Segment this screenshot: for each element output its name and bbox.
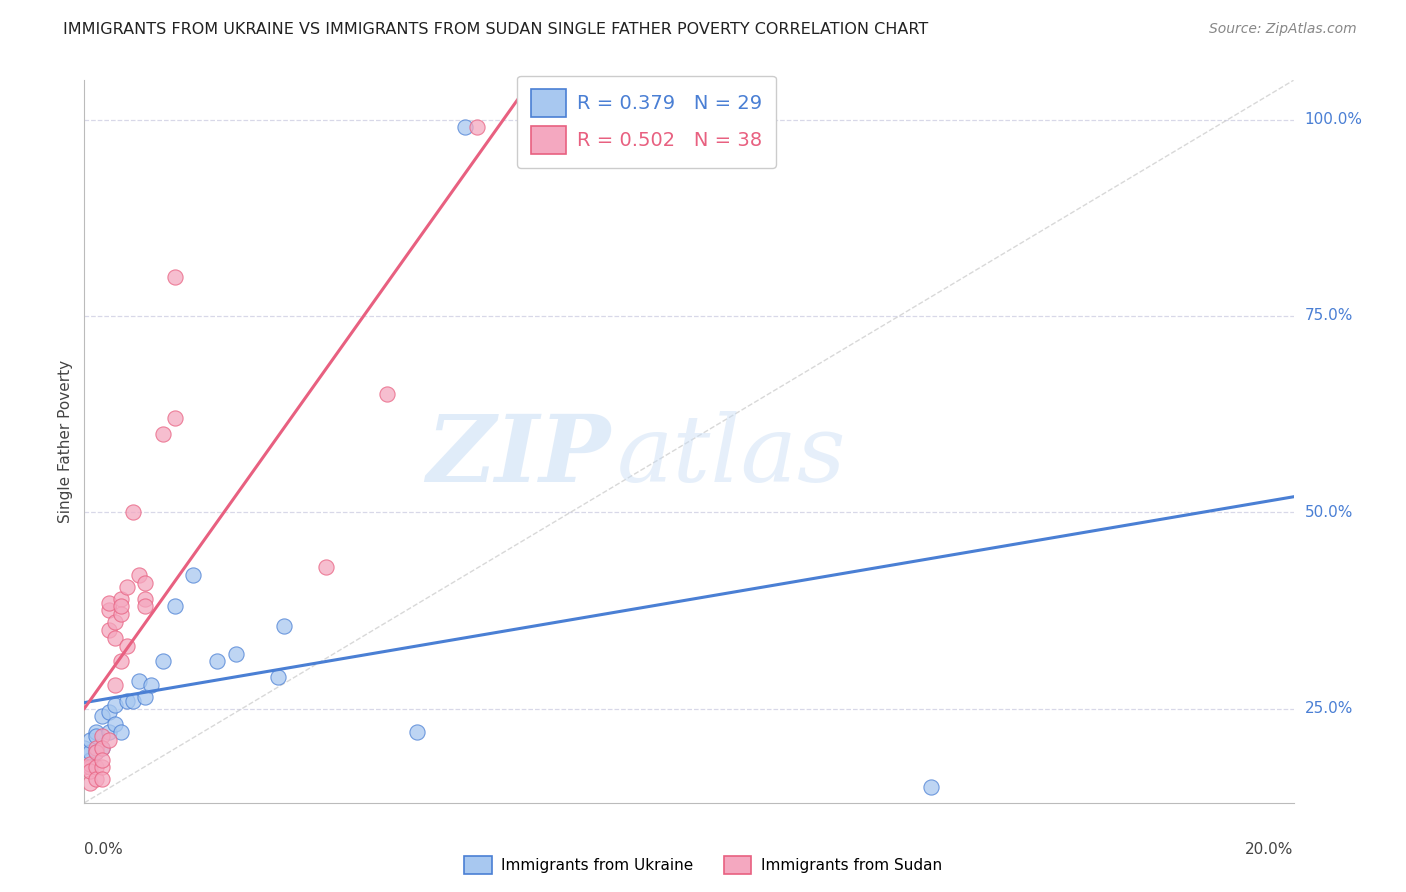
- Y-axis label: Single Father Poverty: Single Father Poverty: [58, 360, 73, 523]
- Point: [128, 674, 150, 689]
- Point: [91, 753, 114, 767]
- Point: [267, 670, 290, 684]
- Point: [79, 776, 101, 790]
- Text: atlas: atlas: [616, 411, 846, 501]
- Point: [315, 560, 337, 574]
- Text: ZIP: ZIP: [426, 411, 610, 501]
- Point: [73, 740, 96, 755]
- Point: [165, 411, 187, 425]
- Point: [79, 733, 101, 747]
- Point: [86, 760, 108, 774]
- Point: [91, 772, 114, 787]
- Point: [454, 120, 477, 135]
- Point: [225, 647, 247, 661]
- Point: [121, 505, 143, 519]
- Point: [134, 575, 156, 590]
- Point: [110, 607, 132, 622]
- Text: 75.0%: 75.0%: [1305, 309, 1353, 324]
- Point: [86, 725, 108, 739]
- Point: [97, 733, 120, 747]
- Legend: Immigrants from Ukraine, Immigrants from Sudan: Immigrants from Ukraine, Immigrants from…: [458, 850, 948, 880]
- Point: [91, 740, 114, 755]
- Point: [97, 623, 120, 637]
- Point: [86, 745, 108, 759]
- Point: [165, 269, 187, 284]
- Point: [97, 595, 120, 609]
- Point: [207, 655, 229, 669]
- Point: [79, 760, 101, 774]
- Point: [110, 725, 132, 739]
- Text: 0.0%: 0.0%: [84, 842, 124, 856]
- Point: [467, 120, 489, 135]
- Text: 25.0%: 25.0%: [1305, 701, 1353, 716]
- Point: [104, 678, 127, 692]
- Text: Source: ZipAtlas.com: Source: ZipAtlas.com: [1209, 22, 1357, 37]
- Point: [104, 698, 127, 712]
- Point: [134, 690, 156, 704]
- Text: 20.0%: 20.0%: [1246, 842, 1294, 856]
- Point: [115, 639, 138, 653]
- Point: [91, 709, 114, 723]
- Point: [79, 753, 101, 767]
- Point: [79, 745, 101, 759]
- Point: [110, 599, 132, 614]
- Point: [104, 631, 127, 645]
- Point: [86, 772, 108, 787]
- Point: [181, 568, 204, 582]
- Point: [406, 725, 429, 739]
- Text: IMMIGRANTS FROM UKRAINE VS IMMIGRANTS FROM SUDAN SINGLE FATHER POVERTY CORRELATI: IMMIGRANTS FROM UKRAINE VS IMMIGRANTS FR…: [63, 22, 928, 37]
- Point: [79, 756, 101, 771]
- Point: [86, 745, 108, 759]
- Point: [152, 426, 174, 441]
- Point: [97, 706, 120, 720]
- Point: [104, 615, 127, 630]
- Point: [273, 619, 295, 633]
- Text: 50.0%: 50.0%: [1305, 505, 1353, 520]
- Point: [110, 655, 132, 669]
- Point: [134, 591, 156, 606]
- Point: [115, 694, 138, 708]
- Point: [91, 729, 114, 743]
- Point: [375, 387, 398, 401]
- Point: [91, 760, 114, 774]
- Point: [128, 568, 150, 582]
- Point: [73, 760, 96, 774]
- Point: [165, 599, 187, 614]
- Point: [86, 729, 108, 743]
- Legend: R = 0.379   N = 29, R = 0.502   N = 38: R = 0.379 N = 29, R = 0.502 N = 38: [517, 76, 776, 168]
- Point: [121, 694, 143, 708]
- Point: [104, 717, 127, 731]
- Point: [134, 599, 156, 614]
- Point: [97, 603, 120, 617]
- Point: [920, 780, 942, 794]
- Point: [86, 740, 108, 755]
- Text: 100.0%: 100.0%: [1305, 112, 1362, 127]
- Point: [152, 655, 174, 669]
- Point: [115, 580, 138, 594]
- Point: [110, 591, 132, 606]
- Point: [79, 764, 101, 779]
- Point: [91, 740, 114, 755]
- Point: [139, 678, 162, 692]
- Point: [97, 725, 120, 739]
